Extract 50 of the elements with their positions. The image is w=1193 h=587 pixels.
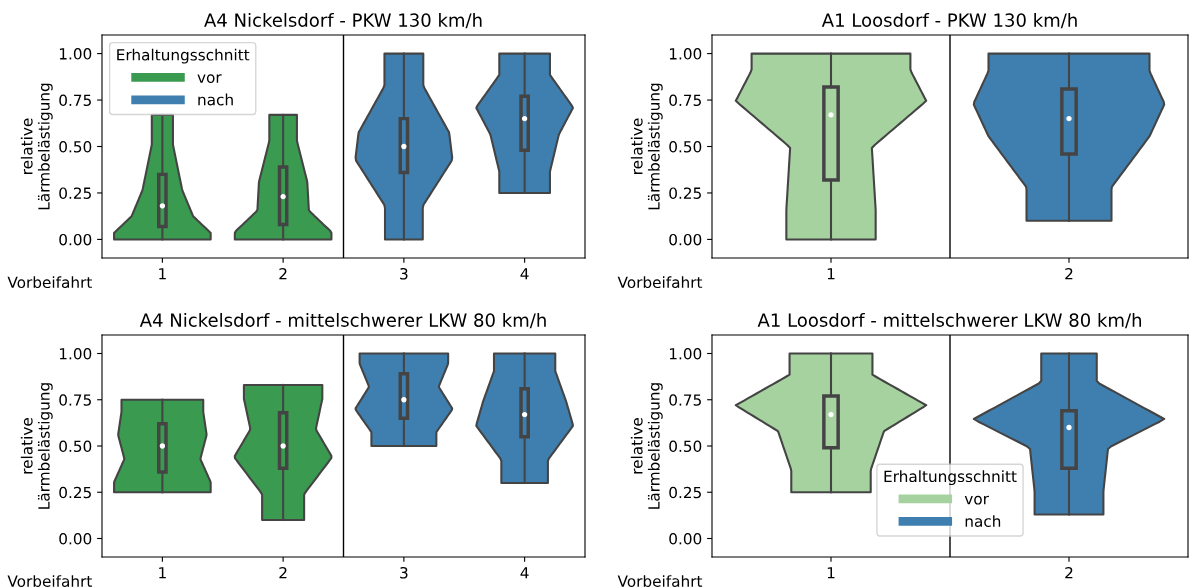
chart-title: A4 Nickelsdorf - PKW 130 km/h	[204, 12, 482, 29]
x-axis-title: Vorbeifahrt	[617, 276, 703, 289]
y-tick-label: 0.75	[669, 94, 701, 107]
y-tick-label: 0.50	[669, 440, 702, 453]
legend-label: nach	[965, 515, 1001, 527]
y-tick-label: 1.00	[669, 347, 702, 360]
x-tick-label: 3	[400, 566, 408, 579]
y-tick-label: 1.00	[59, 347, 92, 360]
y-tick-label: 0.50	[669, 140, 702, 153]
legend-title: Erhaltungsschnitt	[117, 48, 250, 64]
x-tick-label: 3	[400, 267, 408, 280]
y-tick-label: 0.50	[59, 440, 92, 453]
x-tick-label: 4	[520, 268, 529, 280]
y-axis-title: relative Lärmbelästigung	[630, 83, 663, 210]
y-tick-label: 0.75	[59, 394, 91, 406]
y-tick-label: 0.50	[59, 140, 92, 153]
y-tick-label: 0.25	[59, 486, 91, 499]
x-tick-label: 2	[1065, 566, 1073, 579]
x-axis-title: Vorbeifahrt	[7, 575, 92, 587]
y-tick-label: 0.25	[669, 486, 701, 499]
y-axis-title: relative Lärmbelästigung	[630, 383, 663, 509]
x-tick-label: 1	[159, 567, 166, 579]
x-tick-label: 1	[159, 268, 166, 280]
x-tick-label: 2	[1065, 267, 1073, 280]
y-tick-label: 1.00	[59, 48, 92, 60]
y-axis-title: relative Lärmbelästigung	[20, 383, 53, 509]
x-tick-label: 4	[520, 567, 529, 579]
x-tick-label: 2	[279, 267, 287, 280]
x-tick-label: 1	[827, 567, 835, 579]
y-tick-label: 0.00	[59, 233, 92, 246]
y-tick-label: 0.00	[59, 532, 92, 545]
y-tick-label: 0.75	[59, 94, 91, 107]
y-tick-label: 0.25	[669, 187, 701, 199]
y-tick-label: 0.25	[59, 187, 91, 199]
legend-label: nach	[198, 93, 233, 106]
y-tick-label: 0.00	[669, 532, 702, 545]
y-axis-title: relative Lärmbelästigung	[20, 83, 53, 210]
legend-label: vor	[197, 74, 222, 83]
x-tick-label: 2	[279, 566, 287, 579]
chart-title: A1 Loosdorf - PKW 130 km/h	[821, 12, 1077, 29]
y-tick-label: 0.75	[669, 394, 701, 406]
x-axis-title: Vorbeifahrt	[617, 575, 703, 587]
x-tick-label: 1	[827, 268, 835, 280]
x-axis-title: Vorbeifahrt	[7, 276, 92, 289]
legend-label: vor	[964, 495, 989, 505]
chart-title: A4 Nickelsdorf - mittelschwerer LKW 80 km/h	[139, 312, 546, 329]
y-tick-label: 1.00	[669, 48, 702, 60]
y-tick-label: 0.00	[669, 233, 702, 246]
legend-title: Erhaltungsschnitt	[884, 470, 1017, 486]
chart-title: A1 Loosdorf - mittelschwerer LKW 80 km/h	[757, 312, 1141, 329]
